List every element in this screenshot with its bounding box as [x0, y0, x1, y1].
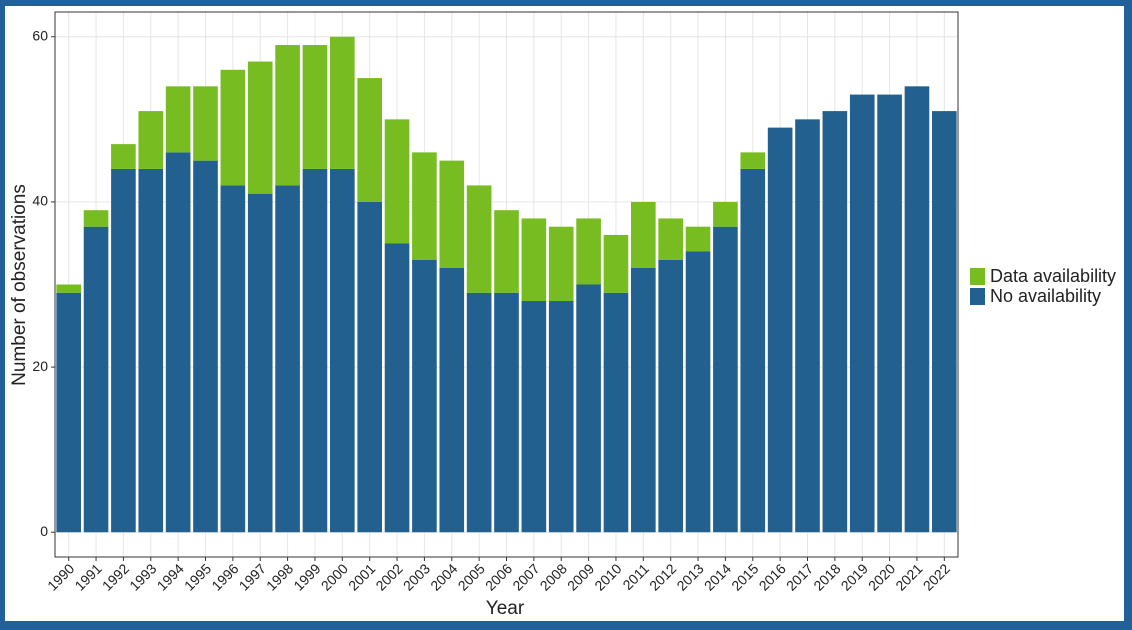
bar	[631, 201, 656, 268]
bar	[83, 226, 109, 533]
bar	[713, 201, 738, 227]
bar	[603, 234, 629, 293]
bar	[165, 152, 191, 533]
bar	[740, 168, 766, 533]
legend-swatch	[970, 288, 985, 305]
bar	[631, 267, 656, 533]
bar	[685, 251, 711, 533]
bar	[685, 226, 711, 252]
bar	[877, 94, 902, 533]
bar	[302, 168, 328, 533]
bar	[603, 292, 629, 533]
bar	[713, 226, 738, 533]
bar	[521, 301, 547, 533]
bar	[412, 259, 437, 533]
bar	[302, 45, 328, 169]
bar	[56, 284, 81, 293]
bar	[576, 284, 601, 533]
bar	[138, 111, 164, 169]
bar	[904, 86, 930, 533]
bar	[439, 267, 465, 533]
y-axis-label: Number of observations	[9, 184, 30, 386]
bar	[466, 292, 492, 533]
bar	[494, 292, 519, 533]
bar	[849, 94, 875, 533]
x-axis-label: Year	[486, 598, 525, 619]
bar	[165, 86, 191, 153]
bar	[521, 218, 547, 302]
bar	[56, 292, 81, 533]
bar	[330, 168, 355, 533]
bar	[412, 152, 437, 260]
bar	[384, 119, 410, 244]
bar	[357, 201, 382, 533]
panel-border	[54, 11, 959, 558]
bar	[138, 168, 164, 533]
bar	[767, 127, 793, 533]
bar	[83, 210, 109, 227]
bar	[740, 152, 766, 169]
y-tick-label: 20	[32, 358, 48, 374]
bar	[658, 218, 683, 260]
bar	[193, 160, 218, 533]
bar	[439, 160, 465, 268]
bar	[111, 144, 136, 169]
bar	[822, 111, 848, 533]
bar	[111, 168, 136, 533]
bar	[247, 193, 273, 533]
bar	[466, 185, 492, 293]
bar	[658, 259, 683, 533]
bar	[932, 111, 957, 533]
bar	[494, 210, 519, 293]
bar	[357, 78, 382, 202]
bar	[548, 226, 574, 302]
bar	[548, 301, 574, 533]
bar	[795, 119, 820, 533]
bar	[384, 243, 410, 533]
y-tick-label: 0	[40, 523, 48, 539]
bar	[247, 61, 273, 194]
bar	[193, 86, 218, 161]
bar	[220, 69, 246, 186]
bar	[330, 36, 355, 169]
bar	[220, 185, 246, 533]
y-tick-label: 60	[32, 27, 48, 43]
legend-label: Data availability	[990, 266, 1116, 286]
legend-label: No availability	[990, 286, 1101, 306]
y-tick-label: 40	[32, 193, 48, 209]
bar	[275, 185, 300, 533]
bar	[275, 45, 300, 186]
bar	[576, 218, 601, 285]
legend-swatch	[970, 268, 985, 285]
